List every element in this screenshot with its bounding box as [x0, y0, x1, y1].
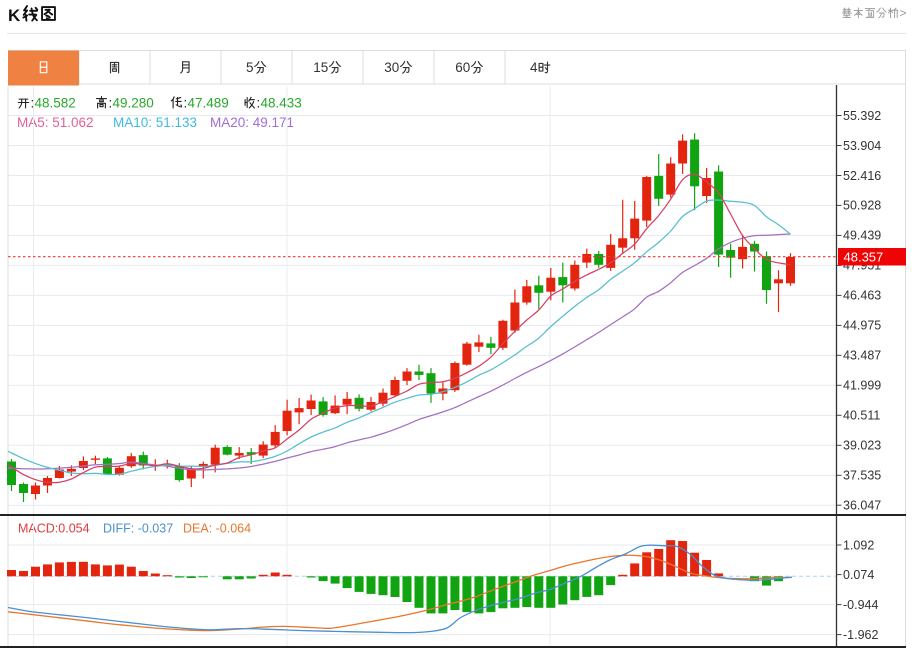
svg-text:-1.962: -1.962	[843, 628, 878, 642]
svg-text:>: >	[900, 6, 907, 20]
svg-text:40.511: 40.511	[843, 409, 880, 423]
svg-text:1.092: 1.092	[843, 538, 874, 552]
svg-text:46.463: 46.463	[843, 289, 881, 303]
svg-text:60: 60	[455, 60, 470, 75]
svg-text:44.975: 44.975	[843, 319, 881, 333]
svg-text:MA20: 49.171: MA20: 49.171	[210, 115, 294, 130]
svg-text:49.439: 49.439	[843, 229, 881, 243]
svg-text:53.904: 53.904	[843, 139, 881, 153]
svg-text::: :	[109, 96, 113, 111]
svg-text:37.535: 37.535	[843, 469, 881, 483]
svg-text:55.392: 55.392	[843, 109, 881, 123]
svg-text:MACD:0.054: MACD:0.054	[18, 522, 90, 536]
svg-text:30: 30	[384, 60, 399, 75]
svg-text:43.487: 43.487	[843, 349, 881, 363]
svg-text:MA5: 51.062: MA5: 51.062	[17, 115, 94, 130]
svg-text:DIFF: -0.037: DIFF: -0.037	[103, 522, 173, 536]
svg-text:48.433: 48.433	[261, 96, 302, 111]
svg-text:MA10: 51.133: MA10: 51.133	[113, 115, 197, 130]
svg-text:15: 15	[313, 60, 328, 75]
svg-text::: :	[31, 96, 35, 111]
svg-text:52.416: 52.416	[843, 169, 881, 183]
svg-text:39.023: 39.023	[843, 439, 881, 453]
svg-text:41.999: 41.999	[843, 379, 881, 393]
svg-text:49.280: 49.280	[113, 96, 154, 111]
svg-text:47.489: 47.489	[188, 96, 229, 111]
svg-text:48.357: 48.357	[844, 249, 884, 264]
svg-text:DEA: -0.064: DEA: -0.064	[183, 522, 251, 536]
svg-text:5: 5	[246, 60, 254, 75]
svg-text:50.928: 50.928	[843, 199, 881, 213]
svg-text:K: K	[8, 6, 21, 25]
svg-text:4: 4	[530, 60, 538, 75]
svg-text::: :	[184, 96, 188, 111]
svg-text:36.047: 36.047	[843, 499, 881, 513]
svg-text:0.074: 0.074	[843, 568, 874, 582]
svg-text:48.582: 48.582	[35, 96, 76, 111]
svg-text:-0.944: -0.944	[843, 598, 878, 612]
svg-text::: :	[257, 96, 261, 111]
